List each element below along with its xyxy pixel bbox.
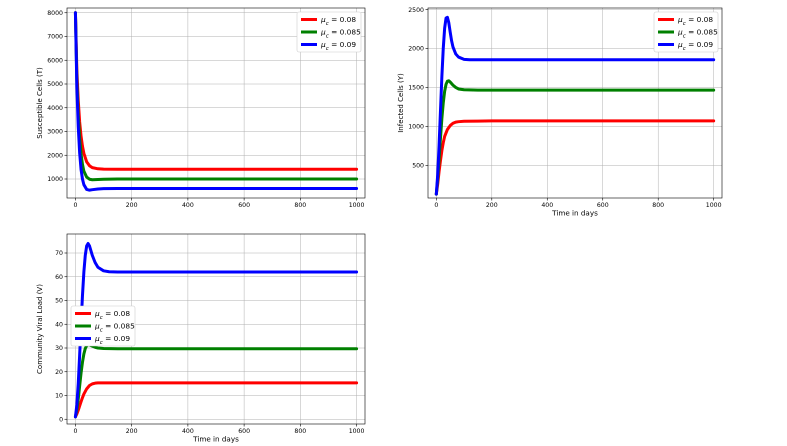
x-tick-label: 0 <box>73 428 77 435</box>
x-tick-label: 600 <box>238 428 250 435</box>
chart-viral_load: 0 200 400 600 800 1000 0 10 20 30 40 50 60 70 Communit… <box>36 233 366 444</box>
y-tick-label: 40 <box>55 321 63 328</box>
legend-entry: μc = 0.09 <box>320 40 356 52</box>
legend-entry: μc = 0.08 <box>94 309 130 321</box>
y-tick-label: 2000 <box>47 152 63 159</box>
series-line-3 <box>73 11 359 192</box>
x-tick-label: 400 <box>182 428 194 435</box>
y-tick-label: 0 <box>59 416 63 423</box>
y-tick-label: 1000 <box>408 124 424 131</box>
legend-entry: μc = 0.09 <box>94 334 130 346</box>
y-tick-label: 10 <box>55 393 63 400</box>
chart-infected: 0 200 400 600 800 1000 500 1000 1500 2000 2500 Infe… <box>397 7 723 218</box>
x-tick-label: 400 <box>541 202 553 209</box>
y-tick-label: 2000 <box>408 46 424 53</box>
legend-entry: μc = 0.09 <box>677 40 713 52</box>
chart-susceptible: 0 200 400 600 800 1000 1000 2000 3000 4000 5000 600… <box>36 7 366 209</box>
x-tick-label: 0 <box>73 202 77 209</box>
y-tick-label: 1500 <box>408 85 424 92</box>
y-tick-label: 6000 <box>47 57 63 64</box>
x-axis-label: Time in days <box>192 435 239 444</box>
x-tick-label: 800 <box>294 202 306 209</box>
legend-entry: μc = 0.08 <box>677 15 713 27</box>
x-tick-label: 800 <box>652 202 664 209</box>
y-tick-label: 70 <box>55 250 63 257</box>
series-line-1 <box>434 119 716 196</box>
y-axis-label: Susceptible Cells (T) <box>36 67 44 139</box>
y-tick-label: 60 <box>55 274 63 281</box>
y-tick-label: 7000 <box>47 34 63 41</box>
legend-box <box>653 11 719 53</box>
y-axis-label: Community Viral Load (V) <box>36 284 44 374</box>
x-tick-label: 200 <box>126 202 138 209</box>
y-tick-label: 50 <box>55 298 63 305</box>
plot-frame <box>66 233 366 425</box>
x-tick-label: 1000 <box>349 428 365 435</box>
plot-frame <box>66 7 366 199</box>
legend-entry: μc = 0.08 <box>320 15 356 27</box>
y-tick-label: 20 <box>55 369 63 376</box>
series-line-3 <box>434 15 716 196</box>
x-tick-label: 600 <box>238 202 250 209</box>
y-tick-label: 2500 <box>408 7 424 14</box>
x-tick-label: 0 <box>434 202 438 209</box>
legend-entry: μc = 0.085 <box>677 28 718 40</box>
y-tick-label: 30 <box>55 345 63 352</box>
y-tick-label: 3000 <box>47 129 63 136</box>
x-tick-label: 200 <box>126 428 138 435</box>
series-line-1 <box>73 381 359 419</box>
legend-box <box>70 305 136 347</box>
y-tick-label: 4000 <box>47 105 63 112</box>
y-tick-label: 8000 <box>47 10 63 17</box>
y-tick-label: 500 <box>412 162 424 169</box>
x-tick-label: 1000 <box>706 202 722 209</box>
legend-entry: μc = 0.085 <box>94 322 135 334</box>
y-tick-label: 1000 <box>47 176 63 183</box>
x-axis-label: Time in days <box>551 209 598 218</box>
x-tick-label: 800 <box>294 428 306 435</box>
x-tick-label: 1000 <box>349 202 365 209</box>
x-tick-label: 200 <box>486 202 498 209</box>
y-axis-label: Infected Cells (Y) <box>397 73 405 133</box>
x-tick-label: 600 <box>597 202 609 209</box>
legend-entry: μc = 0.085 <box>320 28 361 40</box>
plot-frame <box>427 7 723 199</box>
y-tick-label: 5000 <box>47 81 63 88</box>
x-tick-label: 400 <box>182 202 194 209</box>
legend-box <box>296 11 362 53</box>
